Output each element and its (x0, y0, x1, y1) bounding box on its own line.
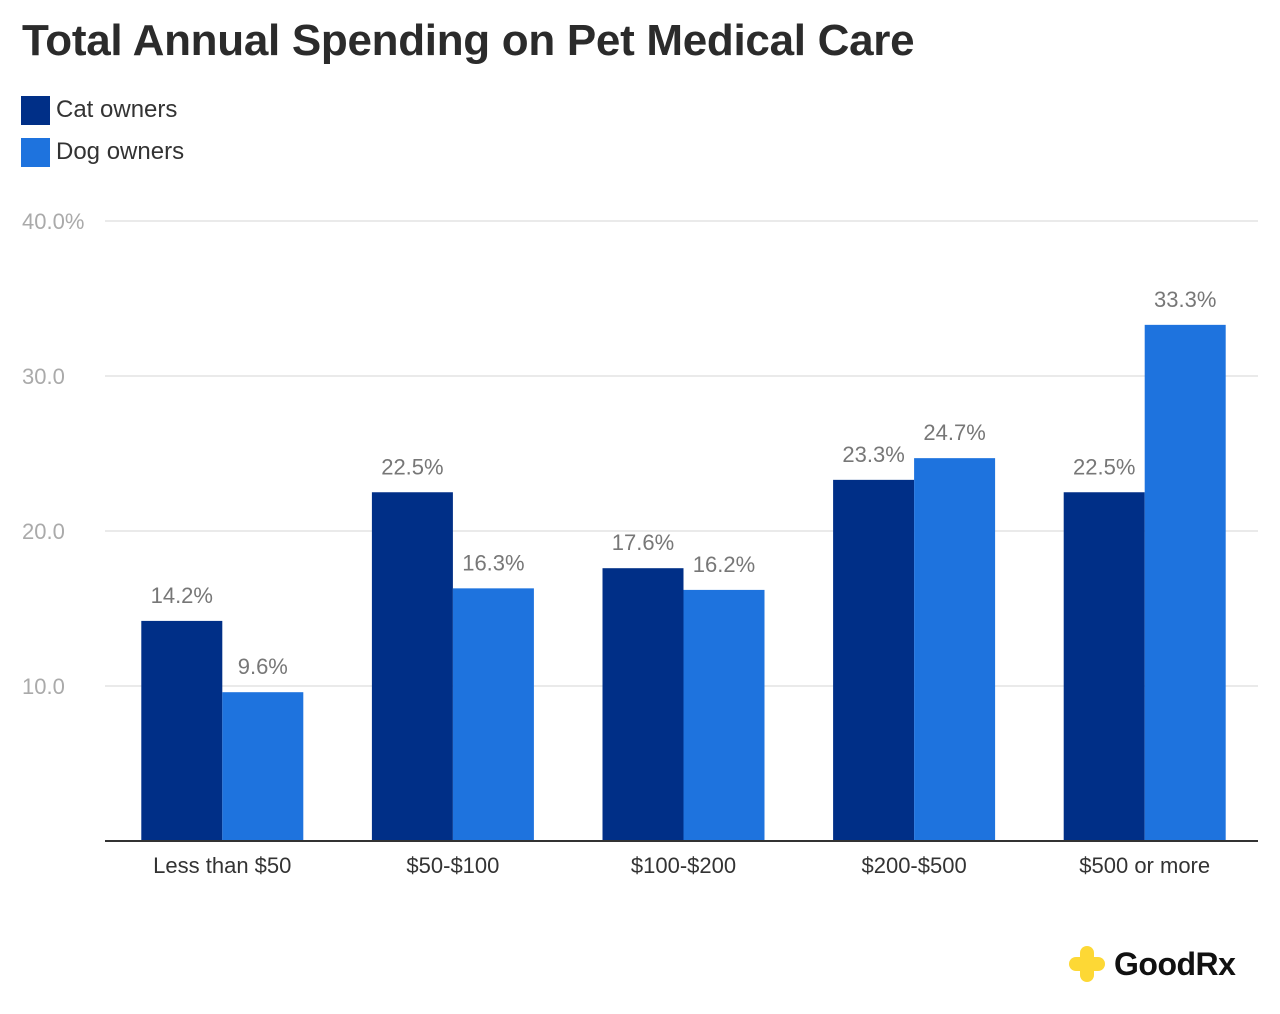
legend-item-dog-owners: Dog owners (21, 137, 184, 167)
goodrx-logo-text: GoodRx (1114, 945, 1236, 982)
legend-label-dog: Dog owners (56, 138, 185, 165)
bar-dog (1144, 324, 1226, 842)
chart-title: Total Annual Spending on Pet Medical Car… (22, 16, 915, 65)
y-tick-label: 40.0% (22, 209, 84, 234)
legend-label-cat: Cat owners (56, 96, 178, 123)
x-tick-label: Less than $50 (153, 853, 291, 878)
y-tick-label: 30.0 (22, 364, 65, 389)
data-label: 33.3% (1154, 287, 1216, 312)
data-label: 17.6% (612, 530, 674, 555)
data-label: 22.5% (381, 454, 443, 479)
data-label: 22.5% (1073, 454, 1135, 479)
x-tick-label: $200-$500 (861, 853, 966, 878)
data-label: 23.3% (842, 442, 904, 467)
data-label: 24.7% (923, 420, 985, 445)
data-label: 9.6% (238, 654, 288, 679)
bar-dog (452, 588, 534, 841)
data-label: 14.2% (151, 583, 213, 608)
bar-dog (683, 589, 765, 841)
y-tick-label: 10.0 (22, 674, 65, 699)
legend-item-cat-owners: Cat owners (21, 95, 177, 125)
x-tick-label: $50-$100 (406, 853, 499, 878)
bar-dog (222, 692, 304, 841)
goodrx-plus-icon (1069, 946, 1105, 982)
bar-cat (371, 492, 453, 841)
bar-cat (1063, 492, 1145, 841)
bar-cat (141, 620, 223, 841)
x-tick-label: $100-$200 (631, 853, 736, 878)
x-tick-label: $500 or more (1079, 853, 1210, 878)
bar-cat (833, 479, 915, 841)
y-tick-label: 20.0 (22, 519, 65, 544)
bar-dog (914, 458, 996, 841)
data-label: 16.2% (693, 552, 755, 577)
legend-swatch-cat (21, 95, 50, 125)
goodrx-logo: GoodRx (1068, 945, 1236, 983)
bar-cat (602, 568, 684, 841)
legend-swatch-dog (21, 137, 50, 167)
data-label: 16.3% (462, 550, 524, 575)
